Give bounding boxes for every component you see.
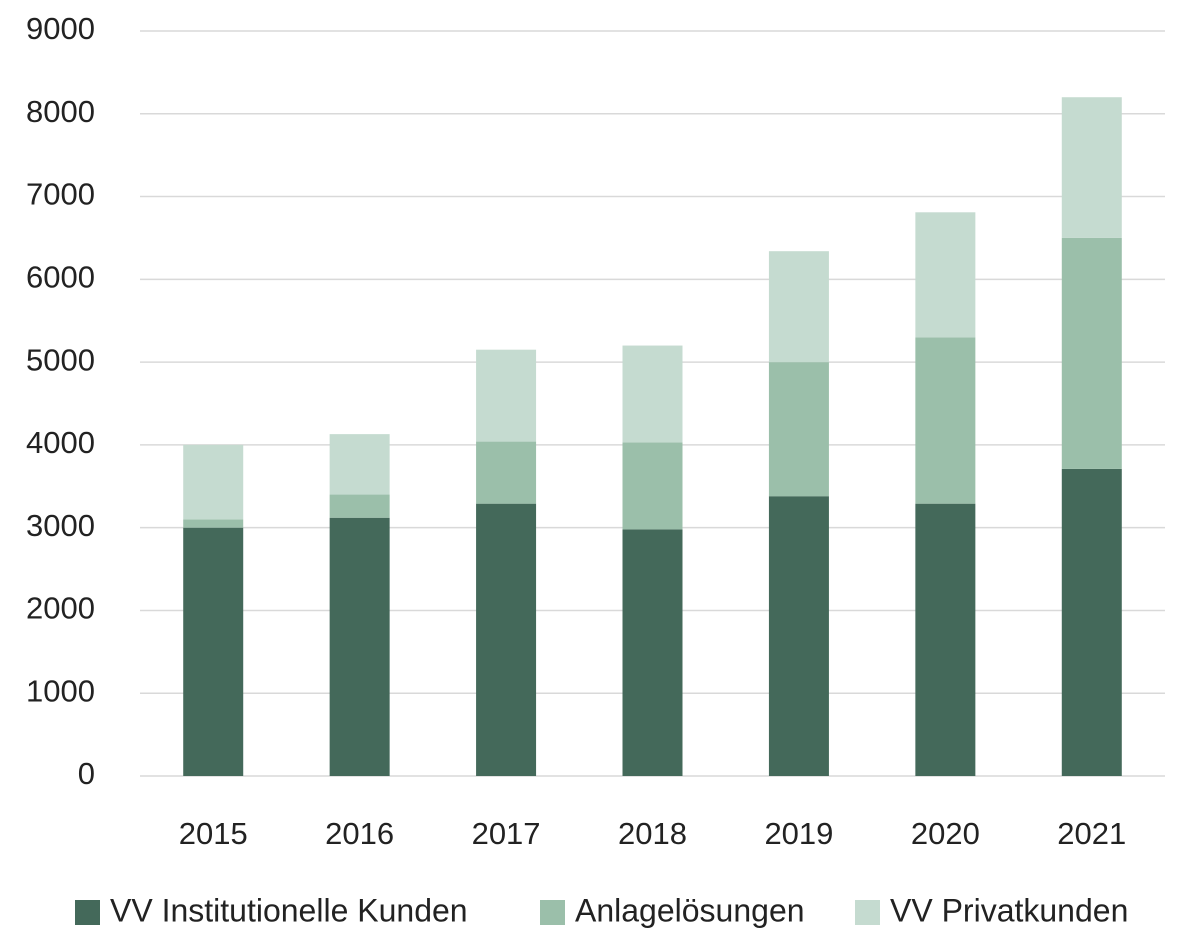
bar-segment [915,337,976,504]
bar-segment [183,527,244,776]
x-tick-label: 2017 [472,816,541,851]
bar-segment [768,496,829,776]
bar-segment [329,494,390,518]
legend-label: Anlagelösungen [575,892,805,928]
bar-segment [476,503,537,776]
bar-segment [329,434,390,495]
bar-segment [476,441,537,504]
y-tick-label: 4000 [26,425,95,460]
bar-segment [1061,468,1122,776]
x-tick-label: 2021 [1057,816,1126,851]
legend-swatch [855,900,880,925]
bar-segment [1061,97,1122,238]
bar-segment [183,444,244,520]
bar-segment [622,442,683,530]
legend-swatch [540,900,565,925]
y-tick-label: 0 [78,756,95,791]
bar-segment [768,362,829,497]
x-tick-label: 2020 [911,816,980,851]
bar-segment [622,529,683,776]
legend-label: VV Institutionelle Kunden [110,892,468,928]
y-tick-label: 2000 [26,591,95,626]
bar-segment [622,345,683,443]
y-tick-label: 9000 [26,11,95,46]
y-tick-label: 7000 [26,177,95,212]
y-tick-label: 5000 [26,342,95,377]
y-tick-label: 1000 [26,673,95,708]
bar-segment [183,519,244,528]
y-tick-label: 8000 [26,94,95,129]
x-tick-label: 2016 [325,816,394,851]
bar-segment [476,349,537,442]
bar-segment [329,517,390,776]
x-tick-label: 2018 [618,816,687,851]
x-tick-label: 2015 [179,816,248,851]
y-tick-label: 6000 [26,260,95,295]
bar-segment [915,503,976,776]
bar-segment [768,251,829,363]
bar-segment [1061,237,1122,469]
y-tick-label: 3000 [26,508,95,543]
x-tick-label: 2019 [764,816,833,851]
bar-segment [915,212,976,338]
legend-label: VV Privatkunden [890,892,1128,928]
legend-swatch [75,900,100,925]
